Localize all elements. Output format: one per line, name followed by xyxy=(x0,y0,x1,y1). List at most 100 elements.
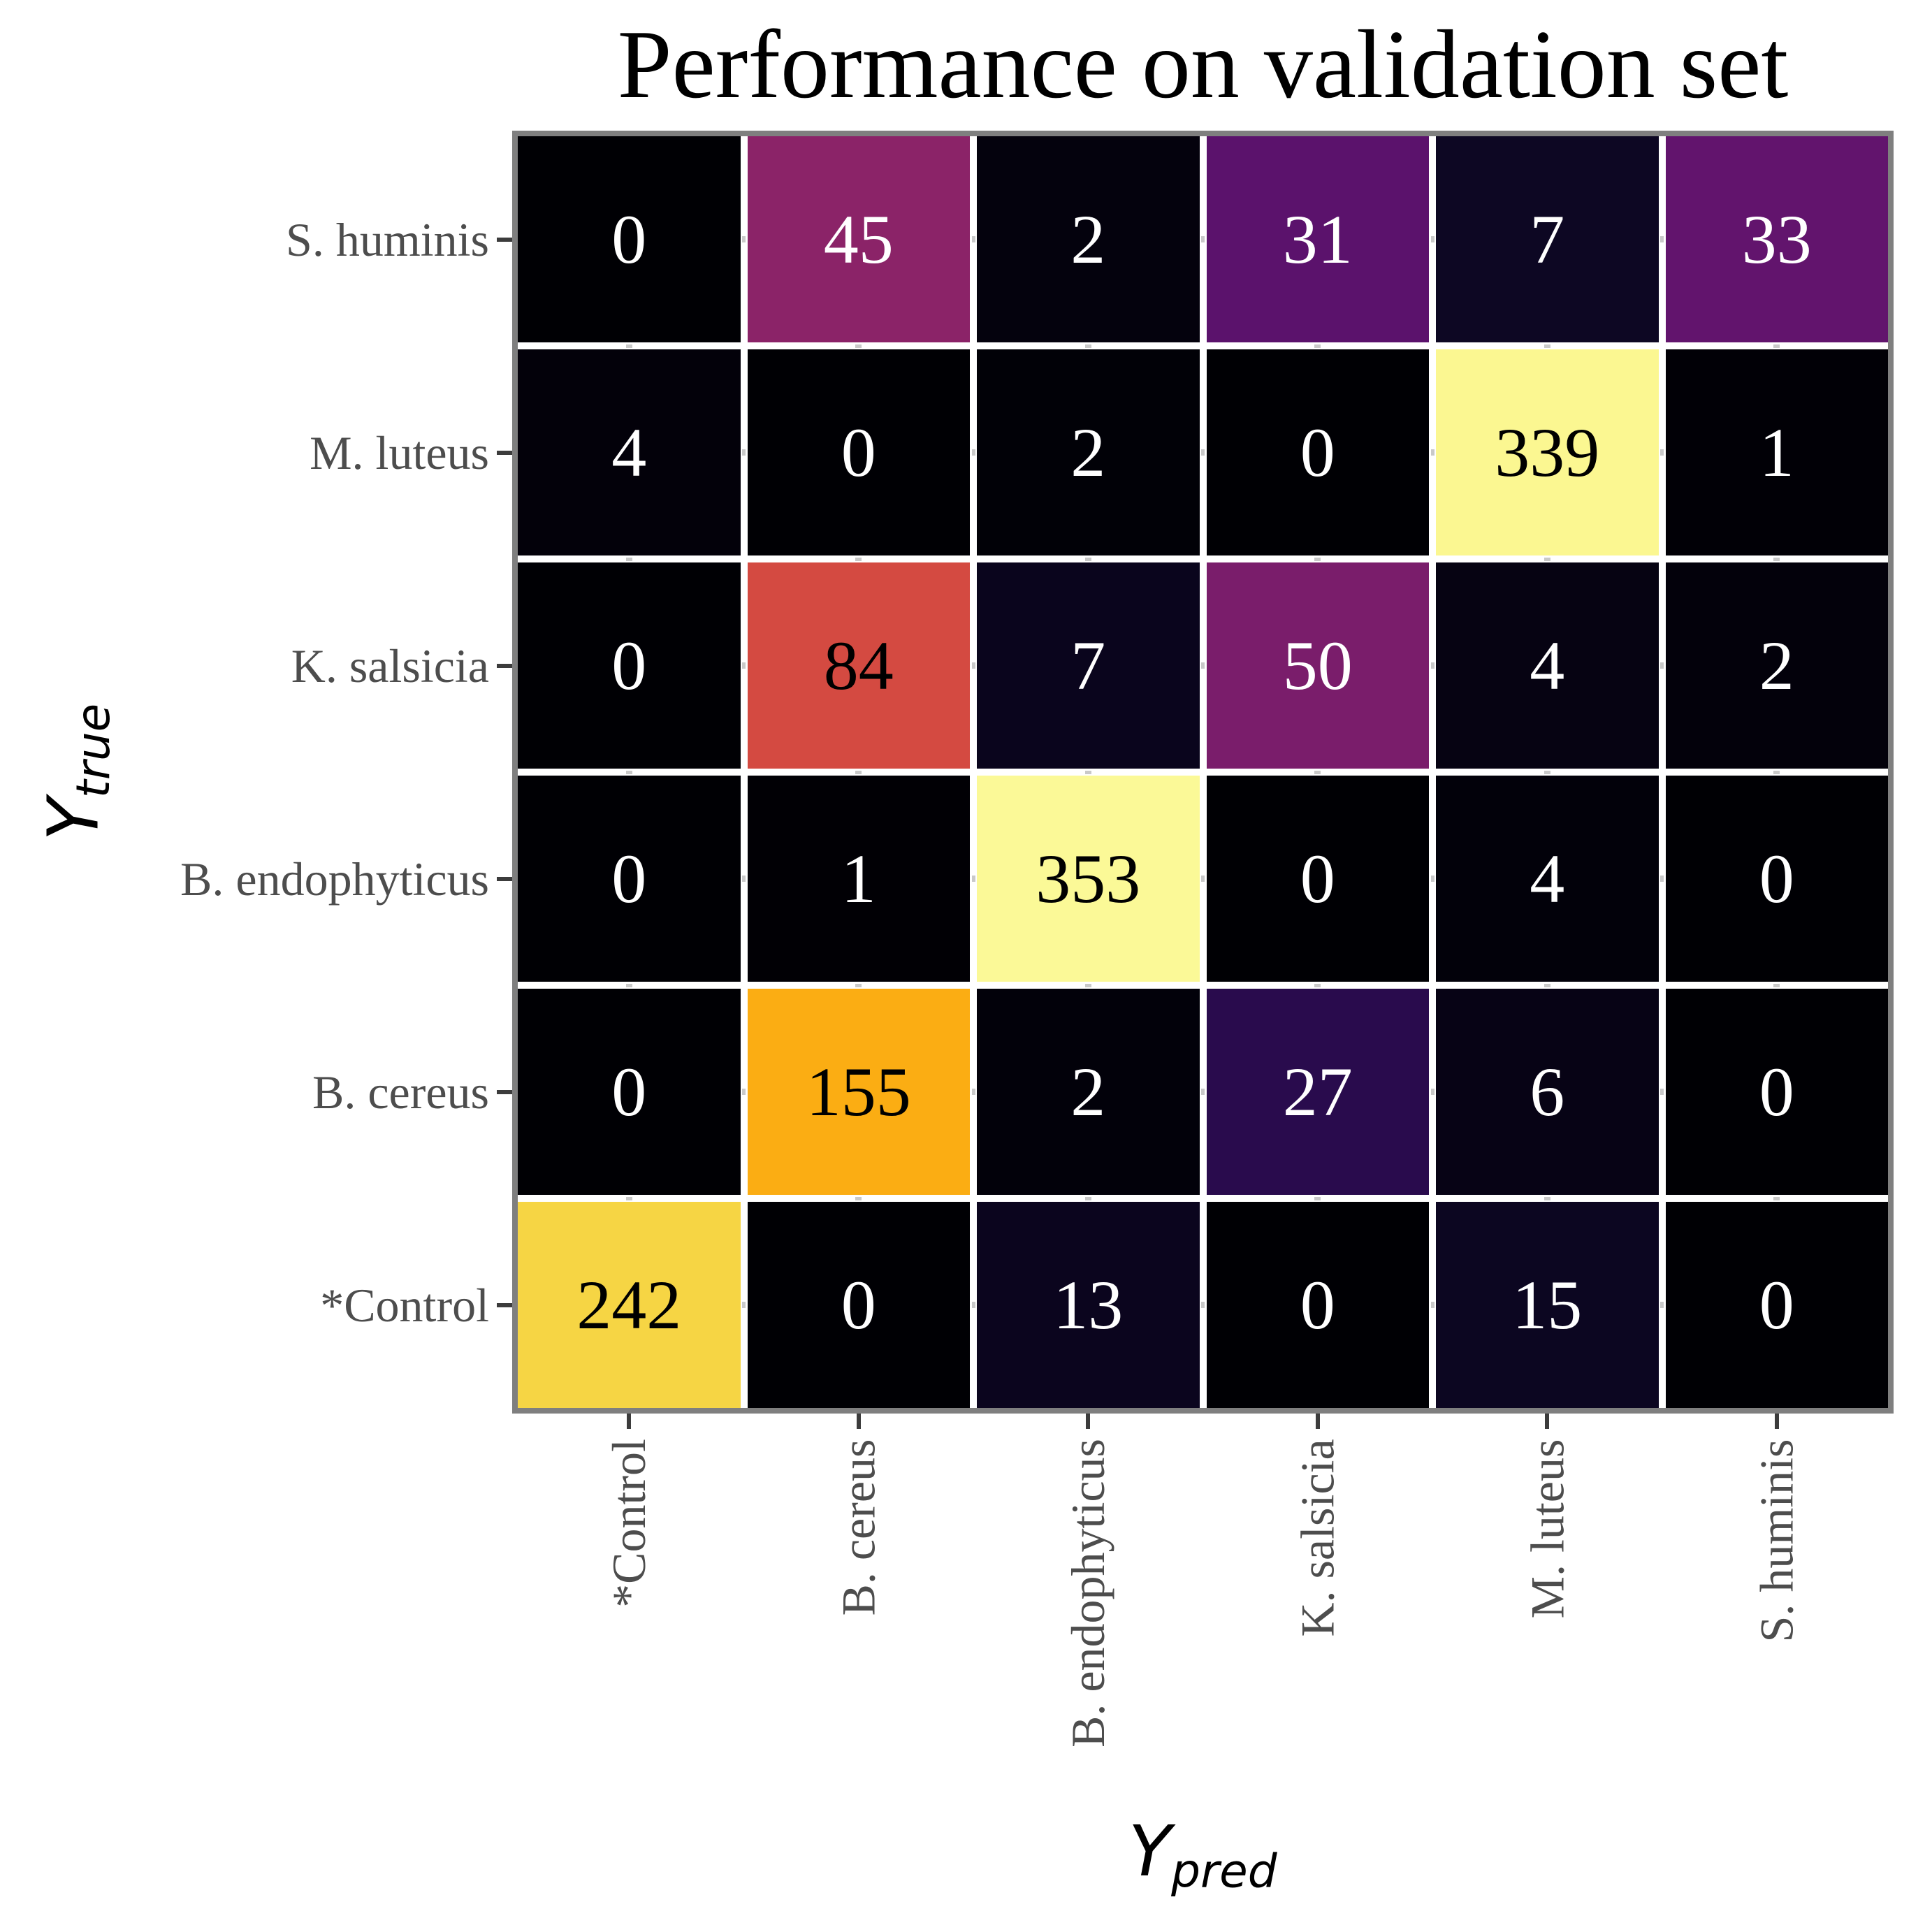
heatmap-cell: 6 xyxy=(1436,989,1659,1195)
cell-value: 0 xyxy=(841,414,876,491)
y-tick-mark xyxy=(497,450,512,455)
cell-value: 4 xyxy=(1530,840,1565,917)
gap-stub xyxy=(1773,344,1780,348)
gap-stub xyxy=(1660,1302,1664,1308)
heatmap-cell: 50 xyxy=(1206,562,1429,769)
heatmap-cell: 31 xyxy=(1206,136,1429,342)
gap-stub xyxy=(1544,983,1550,987)
gap-stub xyxy=(855,344,862,348)
cell-value: 15 xyxy=(1512,1266,1583,1344)
x-axis-label-subscript: pred xyxy=(1171,1844,1277,1898)
y-tick-mark xyxy=(497,1089,512,1094)
gap-stub xyxy=(1201,662,1205,669)
y-tick-mark xyxy=(497,663,512,668)
gap-stub xyxy=(971,449,975,456)
gap-stub xyxy=(971,1302,975,1308)
x-tick-mark xyxy=(856,1414,861,1429)
cell-value: 84 xyxy=(823,627,894,704)
cell-value: 0 xyxy=(1300,414,1335,491)
cell-value: 0 xyxy=(1300,1266,1335,1344)
gap-stub xyxy=(1314,1196,1321,1200)
gap-stub xyxy=(1544,557,1550,561)
gap-stub xyxy=(855,557,862,561)
gap-stub xyxy=(1430,662,1435,669)
heatmap-plot-area: 0 45 2 31 7 33 4 0 2 0 339 1 0 84 7 50 4 2 0 1 353 0 4 0 0 155 2 27… xyxy=(512,131,1894,1414)
gap-stub xyxy=(625,1196,632,1200)
cell-value: 155 xyxy=(806,1053,911,1131)
chart-title: Performance on validation set xyxy=(617,10,1789,119)
y-tick-label: *Control xyxy=(320,1278,489,1332)
cell-value: 1 xyxy=(1759,414,1794,491)
gap-stub xyxy=(1084,770,1091,774)
cell-value: 2 xyxy=(1070,1053,1106,1131)
gap-stub xyxy=(1314,770,1321,774)
heatmap-cell: 0 xyxy=(1665,989,1888,1195)
gap-stub xyxy=(1084,557,1091,561)
gap-stub xyxy=(971,876,975,882)
gap-stub xyxy=(1660,662,1664,669)
cell-value: 7 xyxy=(1070,627,1106,704)
heatmap-cell: 353 xyxy=(977,776,1200,982)
gap-stub xyxy=(742,876,746,882)
gap-stub xyxy=(742,1089,746,1095)
gap-stub xyxy=(1660,1089,1664,1095)
cell-value: 1 xyxy=(841,840,876,917)
gap-stub xyxy=(855,983,862,987)
heatmap-cell: 0 xyxy=(518,562,741,769)
gap-stub xyxy=(1430,1302,1435,1308)
y-tick-mark xyxy=(497,237,512,242)
gap-stub xyxy=(971,1089,975,1095)
cell-value: 27 xyxy=(1282,1053,1353,1131)
gap-stub xyxy=(1314,557,1321,561)
heatmap-cell: 7 xyxy=(977,562,1200,769)
heatmap-cell: 1 xyxy=(1665,349,1888,555)
x-tick-mark xyxy=(627,1414,632,1429)
heatmap-cell: 339 xyxy=(1436,349,1659,555)
cell-value: 353 xyxy=(1036,840,1141,917)
gap-stub xyxy=(1430,1089,1435,1095)
gap-stub xyxy=(625,983,632,987)
heatmap-cell: 84 xyxy=(747,562,970,769)
y-axis-label-main: Y xyxy=(31,798,114,841)
cell-value: 0 xyxy=(1759,840,1794,917)
cell-value: 50 xyxy=(1282,627,1353,704)
x-tick-label: B. cereus xyxy=(831,1438,885,1616)
y-tick-label: B. endophyticus xyxy=(180,852,489,906)
cell-value: 4 xyxy=(1530,627,1565,704)
gap-stub xyxy=(742,662,746,669)
gap-stub xyxy=(1773,983,1780,987)
cell-value: 45 xyxy=(823,201,894,278)
cell-value: 0 xyxy=(1759,1266,1794,1344)
gap-stub xyxy=(1201,236,1205,242)
x-axis-label-main: Y xyxy=(1128,1810,1172,1892)
gap-stub xyxy=(1773,770,1780,774)
gap-stub xyxy=(1314,344,1321,348)
cell-value: 0 xyxy=(1300,840,1335,917)
x-tick-label: B. endophyticus xyxy=(1061,1439,1115,1748)
x-tick-mark xyxy=(1545,1414,1550,1429)
cell-value: 7 xyxy=(1530,201,1565,278)
gap-stub xyxy=(1084,344,1091,348)
y-tick-label: B. cereus xyxy=(312,1065,489,1119)
gap-stub xyxy=(742,1302,746,1308)
heatmap-cell: 2 xyxy=(977,989,1200,1195)
heatmap-cell: 33 xyxy=(1665,136,1888,342)
heatmap-cell: 242 xyxy=(518,1202,741,1408)
heatmap-cell: 0 xyxy=(1665,1202,1888,1408)
cell-value: 33 xyxy=(1741,201,1812,278)
gap-stub xyxy=(1544,344,1550,348)
heatmap-cell: 15 xyxy=(1436,1202,1659,1408)
y-axis-label-subscript: true xyxy=(66,703,120,799)
heatmap-cell: 0 xyxy=(518,136,741,342)
y-tick-mark xyxy=(497,876,512,881)
heatmap-cell: 0 xyxy=(1206,776,1429,982)
cell-value: 2 xyxy=(1070,201,1106,278)
gap-stub xyxy=(855,1196,862,1200)
heatmap-cell: 0 xyxy=(1206,1202,1429,1408)
heatmap-cell: 1 xyxy=(747,776,970,982)
gap-stub xyxy=(1660,449,1664,456)
heatmap-cell: 4 xyxy=(1436,562,1659,769)
gap-stub xyxy=(742,236,746,242)
heatmap-cell: 155 xyxy=(747,989,970,1195)
